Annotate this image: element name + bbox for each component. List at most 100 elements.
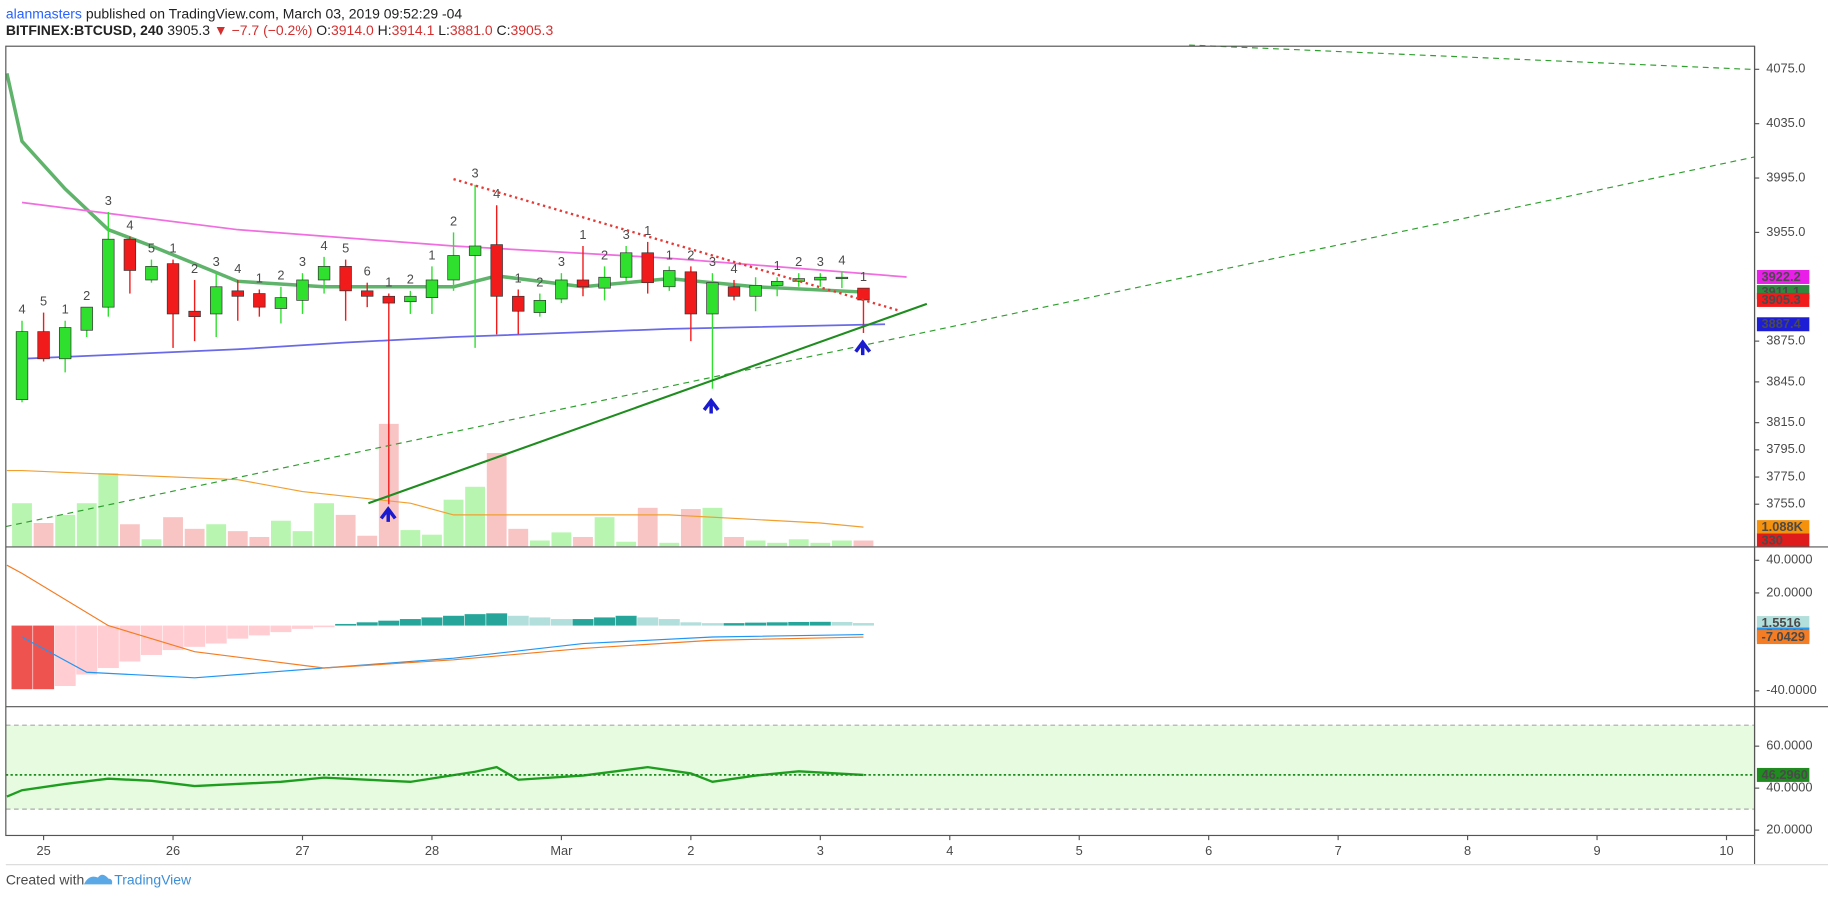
macd-bar xyxy=(464,614,486,626)
price-tag xyxy=(1756,630,1810,645)
price-tag-label: 330 xyxy=(1762,532,1783,547)
macd-line xyxy=(21,633,864,679)
arrow xyxy=(379,506,397,522)
plot: 25 26 27 28 Mar 2 3 4 5 6 7 8 9 104075.04035.03995.03… xyxy=(5,61,1817,858)
td-count: 4 xyxy=(18,302,25,317)
td-count: 2 xyxy=(450,213,457,228)
td-count: 1 xyxy=(62,302,69,317)
macd-bar xyxy=(443,615,465,626)
candle-body xyxy=(814,276,827,281)
macd-bar xyxy=(227,625,249,639)
x-tick-label: 5 xyxy=(1076,843,1083,858)
candle-body xyxy=(576,279,590,288)
volume-bar xyxy=(98,473,119,547)
macd-bar xyxy=(637,617,659,626)
td-count: 4 xyxy=(234,261,241,276)
price-tag xyxy=(1756,616,1810,631)
macd-bar xyxy=(399,619,421,626)
volume-bar xyxy=(400,530,421,547)
c-label: C: xyxy=(497,22,511,38)
candle-body xyxy=(404,295,417,303)
macd-line xyxy=(6,564,864,669)
volume-bar xyxy=(529,540,550,547)
x-tick-label: 4 xyxy=(946,843,953,858)
candle-body xyxy=(339,266,352,292)
volume-bar xyxy=(724,536,744,547)
macd-bar xyxy=(788,621,810,626)
macd-bar xyxy=(486,613,508,626)
candle-body xyxy=(425,279,439,298)
change: ▼ −7.7 (−0.2%) xyxy=(214,22,312,38)
td-count: 1 xyxy=(256,270,263,285)
td-count: 3 xyxy=(558,254,565,269)
macd-bar xyxy=(292,625,313,629)
x-tick-label: 25 xyxy=(36,843,50,858)
macd-bar xyxy=(745,622,767,626)
volume-bar xyxy=(422,534,442,547)
volume-bar xyxy=(594,517,615,547)
l-label: L: xyxy=(438,22,450,38)
candle-body xyxy=(727,286,741,297)
td-count: 2 xyxy=(407,272,414,287)
volume-bar xyxy=(76,503,97,547)
volume-bar xyxy=(141,539,162,547)
macd-bar xyxy=(76,625,98,675)
macd-bar xyxy=(550,619,572,626)
volume-ma xyxy=(6,469,864,528)
volume-bar xyxy=(33,523,54,547)
price-tag-label: 3887.4 xyxy=(1762,316,1802,331)
x-tick-label: 28 xyxy=(425,843,439,858)
td-count: 1 xyxy=(169,240,176,255)
y-tick-label: 4075.0 xyxy=(1766,61,1805,76)
trendline xyxy=(453,177,901,312)
symbol-line: BITFINEX:BTCUSD, 240 3905.3 ▼ −7.7 (−0.2… xyxy=(6,22,554,38)
td-count: 3 xyxy=(299,254,306,269)
y-tick-label: 3995.0 xyxy=(1766,169,1805,184)
td-count: 1 xyxy=(644,223,651,238)
volume-bar xyxy=(616,541,637,547)
macd-bar xyxy=(701,623,723,626)
macd-bar xyxy=(140,625,162,655)
td-count: 2 xyxy=(687,247,694,262)
frame xyxy=(5,45,1756,837)
macd-bar xyxy=(205,625,227,644)
trendline xyxy=(1189,44,1755,71)
volume-bar xyxy=(184,528,205,547)
h-label: H: xyxy=(378,22,392,38)
symbol: BITFINEX:BTCUSD, 240 xyxy=(6,22,164,38)
macd-bar xyxy=(766,622,788,626)
candle-body xyxy=(835,276,849,279)
macd-bar xyxy=(831,621,853,626)
td-count: 3 xyxy=(213,254,220,269)
candle-body xyxy=(317,266,331,281)
l-value: 3881.0 xyxy=(450,22,493,38)
x-tick-label: 3 xyxy=(817,843,824,858)
y-tick-label: 40.0000 xyxy=(1766,552,1812,567)
macd-bar xyxy=(54,625,76,686)
y-tick-label: 40.0000 xyxy=(1766,780,1812,795)
macd-bar xyxy=(248,625,270,636)
td-count: 3 xyxy=(472,166,479,181)
author: alanmasters xyxy=(6,5,82,21)
macd-bar xyxy=(852,623,874,626)
volume-bar xyxy=(637,507,658,547)
candle-body xyxy=(37,331,50,360)
macd-bar xyxy=(335,623,357,626)
macd-bar xyxy=(658,619,680,626)
td-count: 4 xyxy=(321,238,328,253)
x-tick-label: 2 xyxy=(687,843,694,858)
volume-bar xyxy=(271,520,291,547)
candle-body xyxy=(792,278,805,282)
candle-body xyxy=(382,295,395,304)
volume-bar xyxy=(831,540,852,547)
macd-bar xyxy=(723,623,745,626)
macd-bar xyxy=(119,625,141,662)
price-tag xyxy=(1756,292,1810,307)
candle-body xyxy=(210,286,223,315)
candle-body xyxy=(684,271,698,315)
macd-bar xyxy=(356,622,378,626)
candle-body xyxy=(512,295,525,312)
volume-bar xyxy=(486,453,507,547)
x-tick-label: 9 xyxy=(1593,843,1600,858)
header-line: alanmasters published on TradingView.com… xyxy=(6,5,463,21)
